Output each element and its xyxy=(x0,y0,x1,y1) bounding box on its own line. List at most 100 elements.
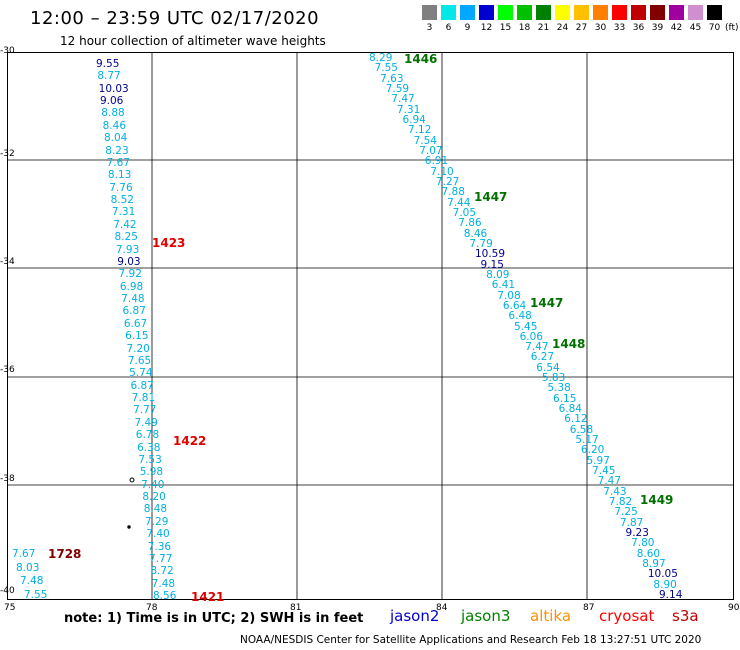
swh-value: 7.48 xyxy=(121,293,145,306)
swh-value: 5.83 xyxy=(541,372,566,385)
satellite-label-jason2: jason2 xyxy=(390,607,440,625)
legend-swatch xyxy=(669,5,684,20)
swh-value: 8.56 xyxy=(153,590,177,602)
lat-label: -32 xyxy=(0,149,15,159)
legend-swatch xyxy=(707,5,722,20)
swh-value: 8.09 xyxy=(486,268,510,281)
swh-value: 7.48 xyxy=(20,575,44,588)
swh-value: 5.74 xyxy=(129,367,153,380)
swh-value: 9.23 xyxy=(625,527,649,540)
swh-value: 7.92 xyxy=(118,268,142,281)
swh-value: 7.65 xyxy=(127,354,152,367)
swh-value: 7.07 xyxy=(419,144,443,157)
swh-value: 6.84 xyxy=(558,403,582,416)
swh-value: 9.03 xyxy=(117,255,141,268)
swh-value: 6.38 xyxy=(137,441,161,454)
swh-value: 10.03 xyxy=(98,82,129,95)
swh-value: 7.29 xyxy=(145,515,169,528)
swh-value: 8.60 xyxy=(636,547,661,560)
swh-value: 8.90 xyxy=(653,578,677,591)
swh-value: 8.97 xyxy=(642,558,666,571)
swh-value: 9.06 xyxy=(99,95,124,108)
lat-label: -30 xyxy=(0,46,15,56)
map-plot-area xyxy=(7,52,734,600)
swh-value: 7.82 xyxy=(608,496,633,509)
legend-label: 15 xyxy=(499,23,512,33)
swh-value: 5.45 xyxy=(514,320,538,333)
swh-value: 7.87 xyxy=(619,516,644,529)
swh-value: 8.23 xyxy=(105,144,129,157)
swh-value: 6.20 xyxy=(580,444,605,457)
swh-value: 7.77 xyxy=(133,404,157,417)
swh-value: 7.40 xyxy=(141,478,165,491)
swh-value: 6.54 xyxy=(536,361,560,374)
island-marker xyxy=(129,477,135,483)
lat-label: -40 xyxy=(0,586,15,596)
swh-value: 7.31 xyxy=(111,206,136,219)
swh-value: 7.47 xyxy=(525,341,549,354)
legend-label: 30 xyxy=(594,23,607,33)
swh-value: 7.27 xyxy=(435,175,460,188)
swh-value: 6.06 xyxy=(519,330,543,343)
swh-value: 7.08 xyxy=(497,289,521,302)
legend-unit: (ft) xyxy=(725,23,739,33)
satellite-label-jason3: jason3 xyxy=(461,607,511,625)
swh-value: 8.48 xyxy=(143,503,168,516)
legend-swatch xyxy=(517,5,532,20)
pass-time-label: 1423 xyxy=(152,236,186,250)
legend-swatch xyxy=(688,5,703,20)
legend-swatch xyxy=(631,5,646,20)
legend-label: 27 xyxy=(575,23,588,33)
lon-label: 87 xyxy=(583,603,595,613)
swh-value: 6.67 xyxy=(123,317,148,330)
swh-value: 7.81 xyxy=(131,392,156,405)
swh-value: 7.54 xyxy=(413,134,437,147)
swh-value: 6.15 xyxy=(125,330,149,343)
legend-swatch xyxy=(460,5,475,20)
plot-border xyxy=(7,52,734,600)
pass-time-label: 1446 xyxy=(404,52,438,66)
swh-value: 6.15 xyxy=(553,392,577,405)
legend-swatch xyxy=(422,5,437,20)
legend-label: 6 xyxy=(445,23,452,33)
swh-value: 7.36 xyxy=(147,540,172,553)
pass-time-label: 1449 xyxy=(640,493,674,507)
swh-value: 8.72 xyxy=(150,565,174,578)
swh-value: 7.25 xyxy=(614,506,638,519)
swh-value: 7.10 xyxy=(430,165,454,178)
swh-value: 8.04 xyxy=(103,132,128,145)
swh-value: 5.97 xyxy=(586,454,610,467)
swh-value: 6.91 xyxy=(424,155,449,168)
swh-value: 7.55 xyxy=(24,589,48,601)
pass-time-label: 1447 xyxy=(530,296,564,310)
pass-time-label: 1448 xyxy=(552,337,586,351)
swh-value: 7.79 xyxy=(469,237,493,250)
island-marker xyxy=(127,525,131,529)
legend-label: 21 xyxy=(537,23,550,33)
swh-value: 7.47 xyxy=(391,93,415,106)
legend-swatch xyxy=(555,5,570,20)
legend-label: 36 xyxy=(632,23,645,33)
lon-label: 78 xyxy=(146,603,158,613)
swh-value: 6.41 xyxy=(491,279,516,292)
legend-label: 45 xyxy=(689,23,702,33)
swh-value: 6.87 xyxy=(122,305,146,318)
swh-value: 8.46 xyxy=(463,227,488,240)
pass-time-label: 1422 xyxy=(173,434,207,448)
legend-swatch xyxy=(479,5,494,20)
footer-credit: NOAA/NESDIS Center for Satellite Applica… xyxy=(240,634,702,646)
swh-value: 7.63 xyxy=(380,72,404,85)
swh-value: 8.25 xyxy=(114,231,138,244)
legend-swatch xyxy=(650,5,665,20)
map-title: 12:00 – 23:59 UTC 02/17/2020 xyxy=(30,8,320,29)
swh-value: 7.43 xyxy=(603,485,627,498)
swh-value: 7.86 xyxy=(458,217,482,230)
swh-value: 10.05 xyxy=(647,568,678,581)
swh-value: 7.12 xyxy=(408,124,432,137)
swh-value: 5.17 xyxy=(575,434,599,447)
lon-label: 81 xyxy=(290,603,302,613)
lon-label: 90 xyxy=(728,603,740,613)
swh-value: 6.98 xyxy=(119,280,144,293)
swh-value: 8.20 xyxy=(142,491,166,504)
swh-value: 6.58 xyxy=(569,423,594,436)
